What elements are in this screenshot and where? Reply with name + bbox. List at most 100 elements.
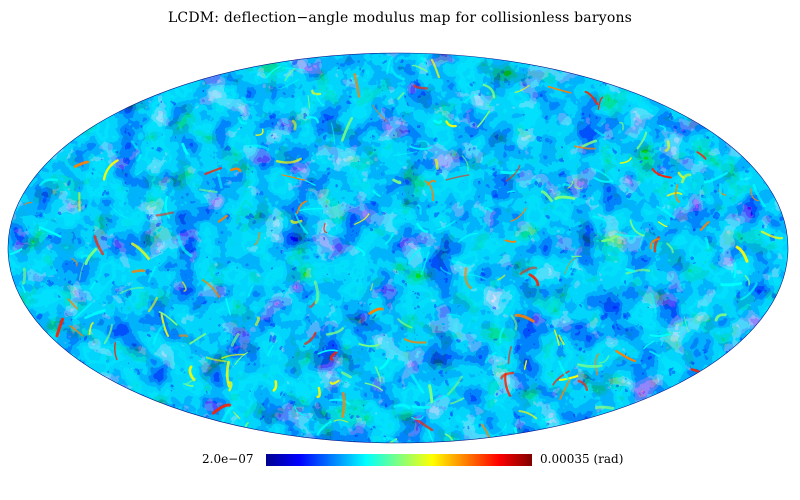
filament bbox=[500, 170, 521, 175]
filament bbox=[476, 110, 490, 128]
filament bbox=[409, 145, 433, 150]
filament bbox=[714, 313, 727, 322]
filament bbox=[69, 325, 84, 337]
filament bbox=[625, 268, 651, 275]
filament bbox=[22, 267, 27, 285]
filament bbox=[237, 116, 248, 125]
filament bbox=[227, 381, 233, 392]
filament bbox=[291, 119, 297, 131]
filament bbox=[552, 370, 570, 386]
filament bbox=[372, 104, 388, 123]
filament bbox=[562, 183, 571, 187]
filament bbox=[699, 220, 710, 231]
filament bbox=[434, 158, 439, 170]
filament bbox=[680, 173, 692, 184]
filament bbox=[403, 338, 427, 344]
filament bbox=[325, 327, 344, 336]
filament bbox=[424, 180, 434, 202]
filament bbox=[514, 313, 535, 323]
filament bbox=[649, 350, 660, 358]
filament bbox=[664, 140, 671, 152]
filament bbox=[677, 171, 685, 179]
filament bbox=[540, 190, 553, 203]
filament bbox=[329, 351, 338, 361]
filament bbox=[428, 384, 434, 404]
filament bbox=[131, 269, 146, 274]
filament bbox=[739, 176, 752, 181]
filament bbox=[329, 398, 350, 406]
filament bbox=[484, 351, 497, 364]
filament bbox=[225, 360, 231, 388]
filament bbox=[696, 151, 707, 160]
filament bbox=[316, 386, 321, 399]
filament bbox=[247, 286, 254, 297]
filament bbox=[553, 329, 560, 346]
mollweide-ellipse bbox=[8, 53, 788, 443]
filament bbox=[317, 349, 338, 355]
filament bbox=[666, 242, 674, 254]
filament bbox=[304, 331, 317, 345]
filament bbox=[89, 281, 96, 290]
filament bbox=[254, 316, 261, 326]
filament bbox=[567, 180, 573, 189]
filament bbox=[510, 314, 518, 331]
filament bbox=[78, 191, 81, 212]
filament bbox=[735, 245, 749, 263]
filament bbox=[364, 382, 383, 392]
filament bbox=[416, 204, 422, 215]
filament bbox=[528, 273, 540, 287]
filament bbox=[272, 380, 278, 392]
filament bbox=[275, 157, 302, 164]
filament bbox=[518, 410, 538, 420]
filament bbox=[368, 307, 384, 315]
filament bbox=[84, 247, 98, 266]
filament bbox=[225, 297, 232, 316]
filament bbox=[410, 373, 425, 394]
filament bbox=[573, 186, 583, 190]
filament bbox=[311, 89, 322, 96]
colorbar-min-label: 2.0e−07 bbox=[202, 452, 254, 466]
filament bbox=[564, 258, 578, 278]
filament bbox=[437, 220, 456, 231]
filament bbox=[284, 68, 296, 82]
map-title: LCDM: deflection−angle modulus map for c… bbox=[167, 10, 633, 26]
filament bbox=[84, 309, 106, 320]
filament bbox=[9, 248, 23, 256]
filament bbox=[71, 257, 78, 267]
filament bbox=[445, 174, 470, 181]
filament bbox=[619, 121, 624, 131]
filament bbox=[482, 83, 496, 99]
filament bbox=[484, 206, 493, 213]
filament bbox=[136, 154, 142, 162]
filament bbox=[651, 168, 672, 179]
filament bbox=[392, 178, 402, 185]
filament bbox=[160, 313, 170, 337]
filament bbox=[188, 365, 196, 382]
filament bbox=[164, 195, 171, 219]
filament bbox=[577, 379, 589, 392]
filament bbox=[330, 122, 336, 145]
filament bbox=[463, 93, 479, 104]
filament bbox=[464, 267, 473, 290]
filament bbox=[492, 422, 507, 436]
filament bbox=[467, 273, 487, 280]
filament bbox=[397, 92, 405, 100]
filament bbox=[355, 246, 365, 257]
filament bbox=[230, 332, 240, 347]
filament bbox=[674, 184, 680, 203]
filament bbox=[657, 221, 668, 228]
filament bbox=[80, 254, 90, 260]
filament bbox=[720, 281, 743, 287]
filament bbox=[38, 226, 62, 238]
filament bbox=[649, 333, 670, 338]
filament bbox=[217, 214, 228, 223]
filament bbox=[329, 379, 340, 385]
filament bbox=[733, 262, 737, 279]
filament bbox=[547, 85, 572, 94]
filament bbox=[73, 160, 90, 168]
filament bbox=[383, 436, 398, 443]
colorbar-max-label: 0.00035 (rad) bbox=[540, 452, 624, 466]
filament bbox=[619, 157, 632, 164]
filament bbox=[397, 318, 413, 329]
filament bbox=[643, 340, 655, 350]
